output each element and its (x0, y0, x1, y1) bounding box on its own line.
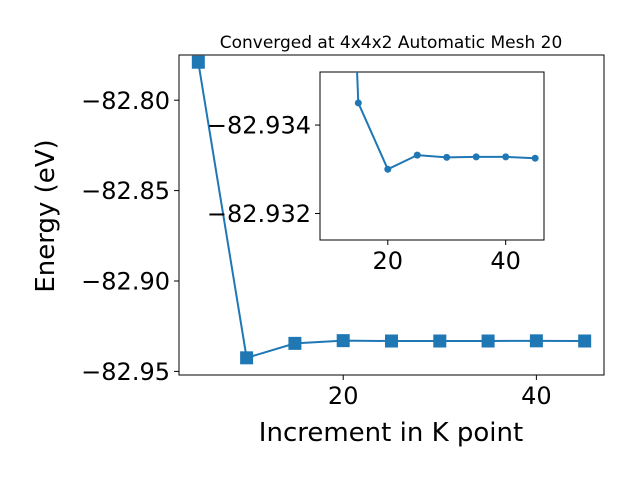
inset-point-2 (413, 151, 421, 159)
inset-point-6 (531, 154, 539, 162)
inset-point-4 (472, 153, 480, 161)
inset-series (354, 72, 539, 173)
main-point-1 (240, 351, 254, 365)
inset-point-1 (384, 165, 392, 173)
main-series (191, 55, 592, 365)
main-point-2 (288, 336, 302, 350)
main-x-tick-label-1: 40 (521, 382, 552, 410)
main-point-0 (191, 55, 205, 69)
main-point-3 (336, 334, 350, 348)
y-axis-label: Energy (eV) (31, 139, 61, 292)
main-y-tick-label-1: −82.85 (81, 177, 170, 205)
main-x-tick-label-0: 20 (328, 382, 359, 410)
main-title: Converged at 4x4x2 Automatic Mesh 20 (220, 33, 563, 53)
main-point-5 (433, 334, 447, 348)
inset-ticks: 20 40 −82.934 −82.932 (207, 112, 521, 275)
main-point-4 (385, 334, 398, 348)
inset-x-tick-label-1: 40 (490, 247, 521, 275)
main-point-7 (529, 334, 543, 348)
main-ticks: 20 40 −82.80 −82.85 −82.90 −82.95 (81, 87, 551, 410)
main-point-8 (578, 334, 592, 348)
x-axis-label: Increment in K point (259, 418, 523, 448)
inset-point-0 (354, 99, 362, 107)
main-y-tick-label-0: −82.80 (81, 87, 170, 115)
inset-y-tick-label-1: −82.932 (207, 200, 311, 228)
inset-y-tick-label-0: −82.934 (207, 112, 311, 140)
main-y-tick-label-3: −82.95 (81, 358, 170, 386)
inset-point-3 (443, 153, 451, 161)
main-point-6 (481, 334, 495, 348)
main-y-tick-label-2: −82.90 (81, 268, 170, 296)
inset-point-5 (502, 153, 510, 161)
inset-x-tick-label-0: 20 (373, 247, 404, 275)
